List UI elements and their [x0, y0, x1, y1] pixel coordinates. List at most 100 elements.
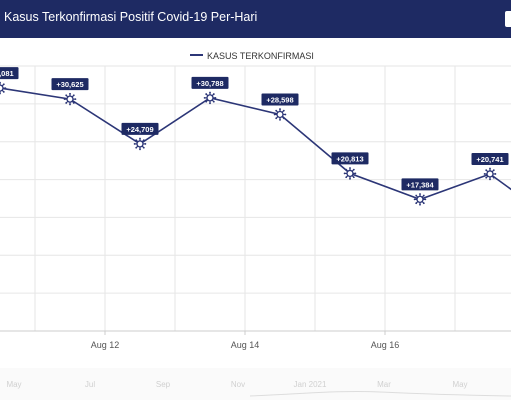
virus-spike-tip — [349, 167, 351, 169]
virus-spike-tip — [489, 178, 491, 181]
virus-spike-tip — [72, 102, 75, 104]
grid-lines — [0, 65, 511, 332]
data-label-text: +28,598 — [266, 95, 293, 104]
virus-spike-tip — [275, 109, 278, 112]
legend-label[interactable]: KASUS TERKONFIRMASI — [207, 51, 314, 61]
virus-spike-tip — [63, 98, 66, 101]
virus-spike-tip — [422, 194, 425, 197]
virus-spike-tip — [65, 102, 68, 104]
virus-icon[interactable] — [0, 81, 7, 95]
virus-icon[interactable] — [413, 193, 427, 206]
virus-spike-tip — [352, 168, 355, 171]
virus-spike-tip — [0, 81, 1, 84]
virus-spike-tip — [203, 96, 206, 99]
virus-spike-tip — [2, 91, 5, 93]
data-label: +30,625 — [51, 78, 89, 91]
virus-spike-tip — [142, 146, 145, 149]
virus-spike-tip — [212, 100, 215, 103]
menu-button[interactable] — [505, 11, 511, 27]
virus-spike-tip — [205, 100, 208, 103]
virus-spike-tip — [275, 117, 278, 120]
virus-core — [66, 95, 74, 103]
data-label-text: +30,788 — [196, 79, 223, 88]
virus-spike-tip — [282, 117, 285, 120]
navigator-label: Jul — [85, 380, 95, 389]
x-tick-label: Aug 16 — [371, 340, 400, 350]
x-tick-label: Aug 12 — [91, 340, 120, 350]
virus-spike-tip — [273, 113, 276, 116]
virus-spike-tip — [419, 193, 421, 195]
chart-header-title: Kasus Terkonfirmasi Positif Covid-19 Per… — [4, 10, 258, 24]
virus-icon[interactable] — [273, 108, 287, 121]
data-label-box — [121, 122, 159, 135]
navigator-series — [249, 390, 511, 397]
data-label-box — [401, 178, 439, 191]
virus-spike-tip — [72, 94, 75, 97]
data-label-text: +17,384 — [406, 180, 434, 189]
virus-core — [206, 94, 214, 102]
virus-icon[interactable] — [343, 167, 357, 180]
navigator-label: Jan 2021 — [294, 380, 327, 389]
virus-core — [346, 169, 354, 178]
chart-header: Kasus Terkonfirmasi Positif Covid-19 Per… — [0, 0, 511, 38]
virus-spike-tip — [345, 168, 348, 171]
virus-spike-tip — [142, 139, 145, 141]
virus-spike-tip — [69, 103, 71, 106]
virus-spike-tip — [492, 169, 495, 172]
data-label: +20,741 — [471, 152, 509, 165]
virus-spike-tip — [349, 177, 351, 180]
virus-spike-tip — [415, 194, 418, 197]
virus-spike-tip — [415, 202, 418, 205]
virus-spike-tip — [4, 87, 7, 90]
virus-spike-tip — [139, 137, 141, 140]
virus-icon[interactable] — [483, 167, 497, 181]
data-label-box — [261, 93, 299, 106]
navigator-label: Sep — [156, 380, 171, 389]
data-label-text: +20,813 — [336, 154, 363, 163]
virus-spike-tip — [135, 139, 138, 141]
virus-spike-tip — [494, 173, 497, 175]
virus-spike-tip — [74, 98, 77, 101]
data-label-text: +30,625 — [56, 80, 83, 89]
virus-spike-tip — [282, 109, 285, 112]
data-label: +24,709 — [121, 122, 159, 135]
data-label-text: +32,081 — [0, 69, 14, 78]
virus-spike-tip — [144, 143, 147, 145]
virus-spike-tip — [2, 83, 5, 86]
range-navigator[interactable]: May Jul Sep Nov Jan 2021 Mar May — [0, 368, 511, 400]
data-label: +20,813 — [331, 152, 369, 165]
virus-spike-tip — [352, 176, 355, 179]
series-line — [0, 87, 511, 201]
virus-spike-tip — [214, 96, 217, 99]
virus-core — [276, 110, 284, 119]
virus-spike-tip — [345, 176, 348, 179]
x-tick-label: Aug 14 — [231, 340, 260, 350]
virus-core — [416, 195, 424, 204]
virus-spike-tip — [354, 172, 357, 175]
data-label-box — [51, 78, 89, 91]
virus-spike-tip — [485, 169, 488, 172]
virus-spike-tip — [209, 102, 211, 105]
virus-spike-tip — [483, 173, 486, 175]
virus-icon[interactable] — [63, 92, 77, 106]
virus-core — [136, 140, 144, 148]
virus-spike-tip — [209, 91, 211, 94]
virus-spike-tip — [424, 198, 427, 201]
virus-spike-tip — [413, 198, 416, 201]
data-label: +30,788 — [191, 76, 229, 89]
virus-spike-tip — [135, 146, 138, 149]
virus-spike-tip — [279, 118, 281, 121]
navigator-background — [0, 368, 511, 400]
virus-icon[interactable] — [203, 91, 217, 105]
virus-spike-tip — [485, 176, 488, 179]
virus-spike-tip — [419, 203, 421, 206]
virus-spike-tip — [205, 93, 208, 95]
virus-spike-tip — [284, 113, 287, 116]
legend[interactable]: KASUS TERKONFIRMASI — [190, 51, 314, 61]
data-label: +17,384 — [401, 178, 439, 191]
virus-icon[interactable] — [133, 137, 147, 151]
data-label-box — [191, 76, 229, 89]
chart-area: KASUS TERKONFIRMASI +32,081 +30,625 +24,709… — [0, 38, 511, 400]
virus-spike-tip — [0, 92, 1, 95]
virus-spike-tip — [343, 172, 346, 175]
